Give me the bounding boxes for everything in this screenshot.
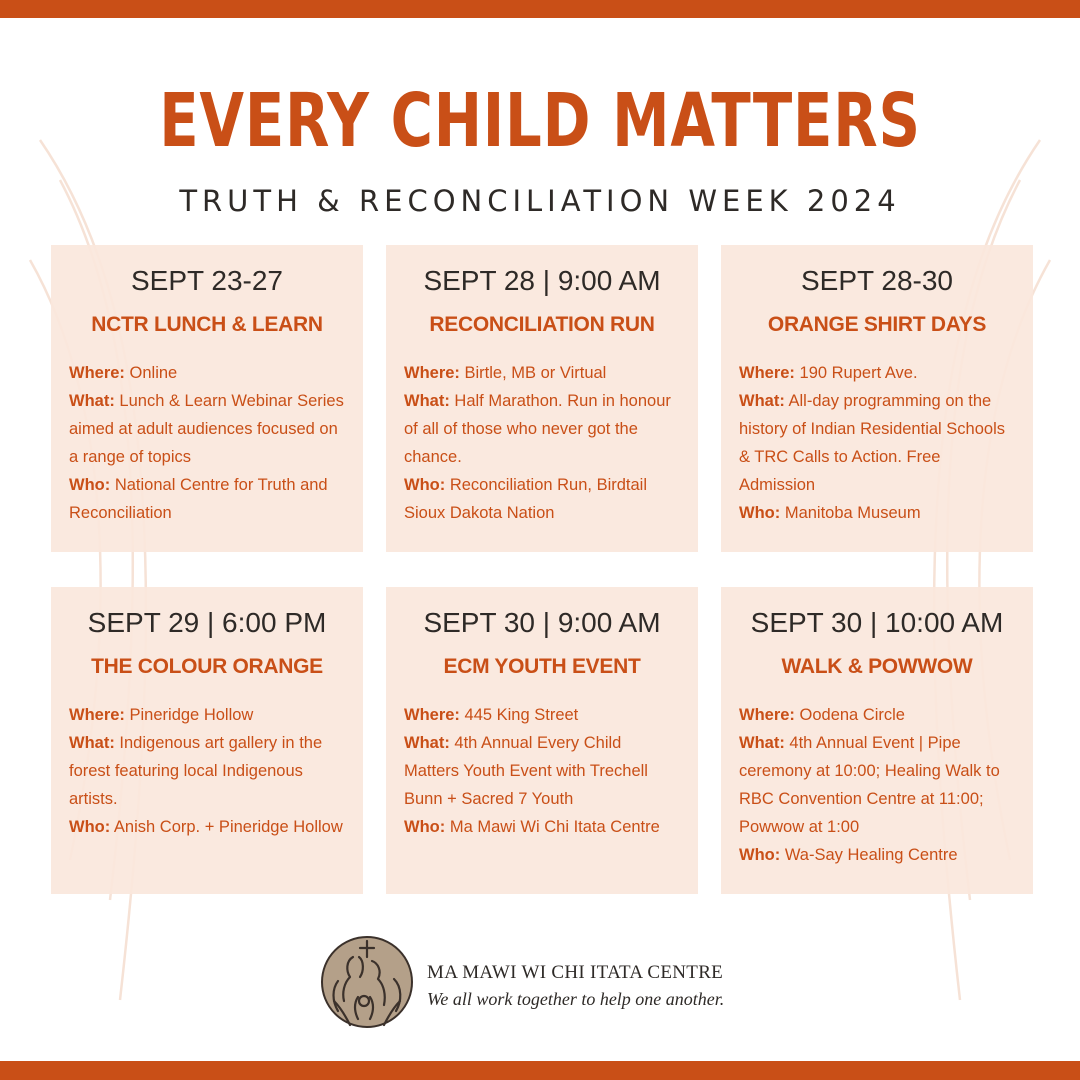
event-details: Where: Birtle, MB or Virtual What: Half … (404, 359, 680, 527)
what-label: What: (69, 734, 115, 752)
event-where: Pineridge Hollow (129, 706, 254, 724)
top-accent-bar (0, 0, 1080, 18)
who-label: Who: (69, 818, 111, 836)
family-circle-logo-icon (321, 936, 413, 1028)
event-title: THE COLOUR ORANGE (91, 655, 323, 678)
event-what: Indigenous art gallery in the forest fea… (69, 734, 323, 808)
what-label: What: (739, 392, 785, 410)
event-date: SEPT 30 | 10:00 AM (750, 607, 1004, 638)
where-label: Where: (739, 364, 795, 382)
event-who: Manitoba Museum (784, 504, 921, 522)
event-details: Where: Online What: Lunch & Learn Webina… (69, 359, 345, 527)
event-details: Where: 445 King Street What: 4th Annual … (404, 701, 680, 841)
who-label: Who: (739, 504, 781, 522)
where-label: Where: (404, 706, 460, 724)
event-card: SEPT 28 | 9:00 AM RECONCILIATION RUN Whe… (386, 245, 698, 552)
page-title: EVERY CHILD MATTERS (159, 78, 921, 164)
who-label: Who: (739, 846, 781, 864)
event-who: Ma Mawi Wi Chi Itata Centre (449, 818, 660, 836)
where-label: Where: (739, 706, 795, 724)
what-label: What: (404, 392, 450, 410)
event-date: SEPT 30 | 9:00 AM (423, 607, 661, 638)
event-where: 445 King Street (464, 706, 579, 724)
event-card: SEPT 29 | 6:00 PM THE COLOUR ORANGE Wher… (51, 587, 363, 894)
event-details: Where: Pineridge Hollow What: Indigenous… (69, 701, 345, 841)
event-date: SEPT 29 | 6:00 PM (87, 607, 327, 638)
event-card: SEPT 30 | 10:00 AM WALK & POWWOW Where: … (721, 587, 1033, 894)
bottom-accent-bar (0, 1061, 1080, 1080)
event-where: Oodena Circle (799, 706, 905, 724)
event-title: ORANGE SHIRT DAYS (767, 313, 987, 336)
event-what: Half Marathon. Run in honour of all of t… (404, 392, 671, 466)
event-where: 190 Rupert Ave. (799, 364, 918, 382)
event-card: SEPT 28-30 ORANGE SHIRT DAYS Where: 190 … (721, 245, 1033, 552)
event-what: 4th Annual Every Child Matters Youth Eve… (404, 734, 648, 808)
event-where: Birtle, MB or Virtual (464, 364, 607, 382)
event-what: 4th Annual Event | Pipe ceremony at 10:0… (739, 734, 1000, 836)
what-label: What: (739, 734, 785, 752)
event-title: ECM YOUTH EVENT (443, 655, 641, 678)
where-label: Where: (69, 706, 125, 724)
who-label: Who: (69, 476, 111, 494)
event-title: RECONCILIATION RUN (429, 313, 655, 336)
event-who: Wa-Say Healing Centre (784, 846, 958, 864)
page-subtitle: TRUTH & RECONCILIATION WEEK 2024 (179, 184, 901, 218)
event-details: Where: 190 Rupert Ave. What: All-day pro… (739, 359, 1015, 527)
event-date: SEPT 28-30 (800, 265, 954, 296)
what-label: What: (404, 734, 450, 752)
event-who: National Centre for Truth and Reconcilia… (69, 476, 328, 522)
event-date: SEPT 23-27 (130, 265, 284, 296)
event-what: All-day programming on the history of In… (739, 392, 1005, 494)
who-label: Who: (404, 476, 446, 494)
where-label: Where: (69, 364, 125, 382)
who-label: Who: (404, 818, 446, 836)
event-details: Where: Oodena Circle What: 4th Annual Ev… (739, 701, 1015, 869)
event-who: Anish Corp. + Pineridge Hollow (113, 818, 343, 836)
event-card: SEPT 30 | 9:00 AM ECM YOUTH EVENT Where:… (386, 587, 698, 894)
event-date: SEPT 28 | 9:00 AM (423, 265, 661, 296)
event-who: Reconciliation Run, Birdtail Sioux Dakot… (404, 476, 648, 522)
event-title: NCTR LUNCH & LEARN (91, 313, 323, 336)
org-name: MA MAWI WI CHI ITATA CENTRE (427, 962, 724, 983)
event-what: Lunch & Learn Webinar Series aimed at ad… (69, 392, 344, 466)
what-label: What: (69, 392, 115, 410)
event-title: WALK & POWWOW (781, 655, 973, 678)
event-where: Online (129, 364, 178, 382)
where-label: Where: (404, 364, 460, 382)
event-card: SEPT 23-27 NCTR LUNCH & LEARN Where: Onl… (51, 245, 363, 552)
org-tagline: We all work together to help one another… (427, 989, 725, 1009)
